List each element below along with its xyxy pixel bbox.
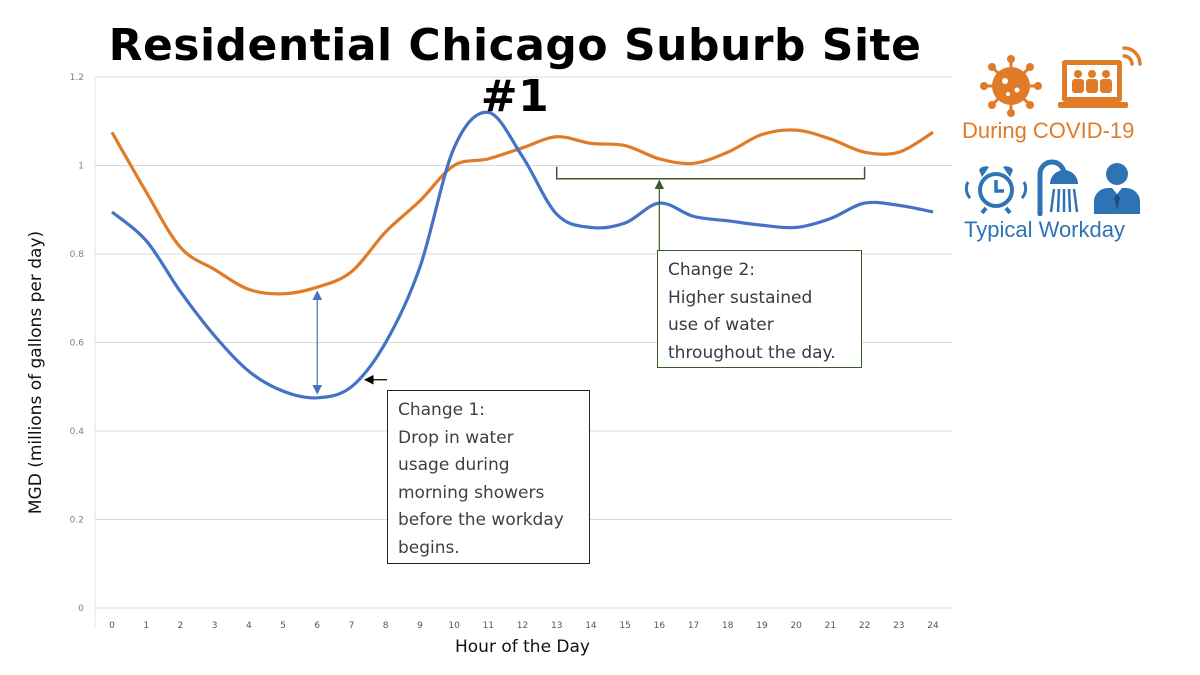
x-tick-label: 23 xyxy=(893,621,904,631)
legend-typical-label: Typical Workday xyxy=(964,217,1125,242)
x-tick-label: 14 xyxy=(585,621,597,631)
x-tick-label: 19 xyxy=(756,621,768,631)
x-tick-label: 17 xyxy=(688,621,699,631)
x-tick-label: 24 xyxy=(927,621,939,631)
legend-covid-label: During COVID-19 xyxy=(962,118,1135,143)
x-tick-label: 21 xyxy=(825,621,836,631)
annotation-change-2: Change 2: Higher sustained use of water … xyxy=(657,250,862,368)
change-2-bracket xyxy=(555,166,866,180)
annotation-change-1: Change 1: Drop in water usage during mor… xyxy=(387,390,590,564)
series-line-covid xyxy=(110,128,934,296)
y-axis-label: MGD (millions of gallons per day) xyxy=(26,231,46,514)
video-meeting-icon xyxy=(1058,46,1142,108)
chart-title: Residential Chicago Suburb Site #1 xyxy=(108,20,922,122)
y-tick-label: 0.6 xyxy=(70,339,85,349)
x-tick-label: 1 xyxy=(143,621,149,631)
x-tick-label: 18 xyxy=(722,621,734,631)
x-tick-label: 20 xyxy=(790,621,802,631)
x-tick-label: 4 xyxy=(246,621,252,631)
x-tick-label: 6 xyxy=(314,621,320,631)
y-tick-label: 0.4 xyxy=(70,427,85,437)
x-tick-label: 10 xyxy=(448,621,460,631)
y-tick-label: 0.2 xyxy=(70,516,84,526)
x-tick-label: 5 xyxy=(280,621,286,631)
y-tick-label: 1.2 xyxy=(70,73,84,83)
x-tick-label: 9 xyxy=(417,621,423,631)
x-axis-label: Hour of the Day xyxy=(455,637,590,657)
y-tick-label: 0 xyxy=(78,604,84,614)
x-tick-label: 11 xyxy=(483,621,494,631)
y-tick-label: 1 xyxy=(78,162,84,172)
x-tick-label: 13 xyxy=(551,621,562,631)
x-tick-label: 15 xyxy=(619,621,630,631)
x-tick-label: 12 xyxy=(517,621,528,631)
x-tick-label: 0 xyxy=(109,621,115,631)
x-tick-label: 3 xyxy=(212,621,218,631)
virus-icon xyxy=(980,55,1042,117)
shower-icon xyxy=(1037,159,1079,216)
series-line-typical xyxy=(110,110,934,400)
business-person-icon xyxy=(1094,163,1140,214)
x-tick-label: 16 xyxy=(654,621,666,631)
x-tick-label: 22 xyxy=(859,621,870,631)
x-tick-label: 8 xyxy=(383,621,389,631)
x-tick-label: 2 xyxy=(178,621,184,631)
alarm-clock-icon xyxy=(964,166,1028,215)
y-tick-label: 0.8 xyxy=(70,250,85,260)
x-tick-label: 7 xyxy=(349,621,355,631)
